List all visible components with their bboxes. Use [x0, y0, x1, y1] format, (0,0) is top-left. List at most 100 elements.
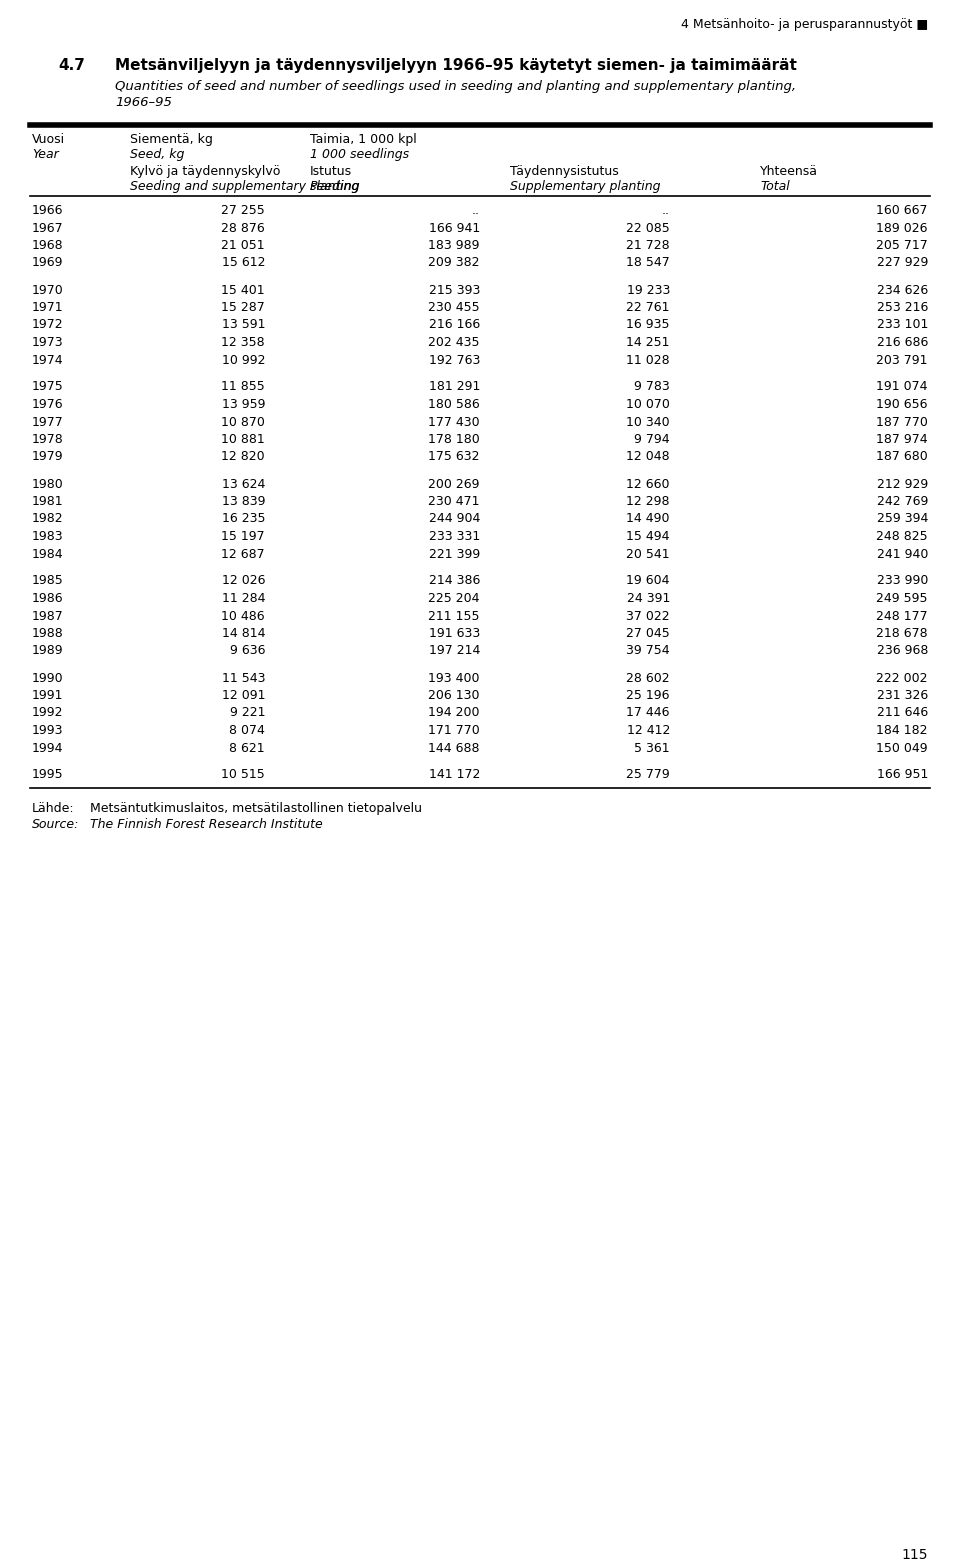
Text: 1982: 1982: [32, 512, 63, 526]
Text: 211 155: 211 155: [428, 609, 480, 623]
Text: Total: Total: [760, 180, 790, 193]
Text: 1991: 1991: [32, 689, 63, 702]
Text: 241 940: 241 940: [876, 548, 928, 561]
Text: 202 435: 202 435: [428, 337, 480, 349]
Text: 9 221: 9 221: [229, 706, 265, 719]
Text: The Finnish Forest Research Institute: The Finnish Forest Research Institute: [90, 817, 323, 832]
Text: 24 391: 24 391: [627, 592, 670, 604]
Text: Metsäntutkimuslaitos, metsätilastollinen tietopalvelu: Metsäntutkimuslaitos, metsätilastollinen…: [90, 802, 422, 814]
Text: 1979: 1979: [32, 451, 63, 464]
Text: 1980: 1980: [32, 478, 63, 490]
Text: 1972: 1972: [32, 318, 63, 332]
Text: 12 298: 12 298: [627, 495, 670, 507]
Text: 12 358: 12 358: [222, 337, 265, 349]
Text: 1966: 1966: [32, 204, 63, 218]
Text: 11 855: 11 855: [221, 381, 265, 393]
Text: Istutus: Istutus: [310, 164, 352, 179]
Text: 248 177: 248 177: [876, 609, 928, 623]
Text: 203 791: 203 791: [876, 354, 928, 366]
Text: 200 269: 200 269: [428, 478, 480, 490]
Text: 1984: 1984: [32, 548, 63, 561]
Text: 166 941: 166 941: [429, 221, 480, 235]
Text: 8 621: 8 621: [229, 741, 265, 755]
Text: 27 255: 27 255: [221, 204, 265, 218]
Text: ..: ..: [662, 204, 670, 218]
Text: 1968: 1968: [32, 240, 63, 252]
Text: 1985: 1985: [32, 575, 63, 587]
Text: 12 026: 12 026: [222, 575, 265, 587]
Text: 1978: 1978: [32, 434, 63, 446]
Text: 192 763: 192 763: [428, 354, 480, 366]
Text: 1969: 1969: [32, 257, 63, 269]
Text: 259 394: 259 394: [876, 512, 928, 526]
Text: 234 626: 234 626: [876, 283, 928, 296]
Text: 206 130: 206 130: [428, 689, 480, 702]
Text: 141 172: 141 172: [428, 769, 480, 781]
Text: 222 002: 222 002: [876, 672, 928, 684]
Text: 1993: 1993: [32, 723, 63, 738]
Text: 15 401: 15 401: [222, 283, 265, 296]
Text: 28 876: 28 876: [221, 221, 265, 235]
Text: 19 233: 19 233: [627, 283, 670, 296]
Text: 187 680: 187 680: [876, 451, 928, 464]
Text: 10 870: 10 870: [221, 415, 265, 429]
Text: 171 770: 171 770: [428, 723, 480, 738]
Text: 5 361: 5 361: [635, 741, 670, 755]
Text: 236 968: 236 968: [876, 645, 928, 658]
Text: 10 486: 10 486: [222, 609, 265, 623]
Text: 37 022: 37 022: [626, 609, 670, 623]
Text: Täydennysistutus: Täydennysistutus: [510, 164, 619, 179]
Text: 175 632: 175 632: [428, 451, 480, 464]
Text: 4 Metsänhoito- ja perusparannustyöt ■: 4 Metsänhoito- ja perusparannustyöt ■: [681, 17, 928, 31]
Text: 19 604: 19 604: [627, 575, 670, 587]
Text: 25 196: 25 196: [627, 689, 670, 702]
Text: 221 399: 221 399: [429, 548, 480, 561]
Text: 21 728: 21 728: [626, 240, 670, 252]
Text: 215 393: 215 393: [428, 283, 480, 296]
Text: 11 028: 11 028: [626, 354, 670, 366]
Text: 249 595: 249 595: [876, 592, 928, 604]
Text: 1994: 1994: [32, 741, 63, 755]
Text: 12 412: 12 412: [627, 723, 670, 738]
Text: 1976: 1976: [32, 398, 63, 410]
Text: 14 490: 14 490: [627, 512, 670, 526]
Text: 230 471: 230 471: [428, 495, 480, 507]
Text: 191 633: 191 633: [429, 626, 480, 640]
Text: 15 494: 15 494: [627, 529, 670, 543]
Text: 184 182: 184 182: [876, 723, 928, 738]
Text: 211 646: 211 646: [876, 706, 928, 719]
Text: 11 543: 11 543: [222, 672, 265, 684]
Text: 1966–95: 1966–95: [115, 96, 172, 110]
Text: 212 929: 212 929: [876, 478, 928, 490]
Text: 10 881: 10 881: [221, 434, 265, 446]
Text: 15 197: 15 197: [222, 529, 265, 543]
Text: Seed, kg: Seed, kg: [130, 149, 184, 161]
Text: 216 166: 216 166: [429, 318, 480, 332]
Text: 187 974: 187 974: [876, 434, 928, 446]
Text: 22 085: 22 085: [626, 221, 670, 235]
Text: 13 959: 13 959: [222, 398, 265, 410]
Text: 183 989: 183 989: [428, 240, 480, 252]
Text: 1986: 1986: [32, 592, 63, 604]
Text: 1983: 1983: [32, 529, 63, 543]
Text: 1990: 1990: [32, 672, 63, 684]
Text: Taimia, 1 000 kpl: Taimia, 1 000 kpl: [310, 133, 417, 146]
Text: 242 769: 242 769: [876, 495, 928, 507]
Text: Year: Year: [32, 149, 59, 161]
Text: 18 547: 18 547: [626, 257, 670, 269]
Text: 166 951: 166 951: [876, 769, 928, 781]
Text: Vuosi: Vuosi: [32, 133, 65, 146]
Text: 178 180: 178 180: [428, 434, 480, 446]
Text: Quantities of seed and number of seedlings used in seeding and planting and supp: Quantities of seed and number of seedlin…: [115, 80, 796, 92]
Text: 8 074: 8 074: [229, 723, 265, 738]
Text: 14 814: 14 814: [222, 626, 265, 640]
Text: 13 839: 13 839: [222, 495, 265, 507]
Text: 189 026: 189 026: [876, 221, 928, 235]
Text: 160 667: 160 667: [876, 204, 928, 218]
Text: 17 446: 17 446: [627, 706, 670, 719]
Text: Yhteensä: Yhteensä: [760, 164, 818, 179]
Text: 227 929: 227 929: [876, 257, 928, 269]
Text: 191 074: 191 074: [876, 381, 928, 393]
Text: 1 000 seedlings: 1 000 seedlings: [310, 149, 409, 161]
Text: 12 091: 12 091: [222, 689, 265, 702]
